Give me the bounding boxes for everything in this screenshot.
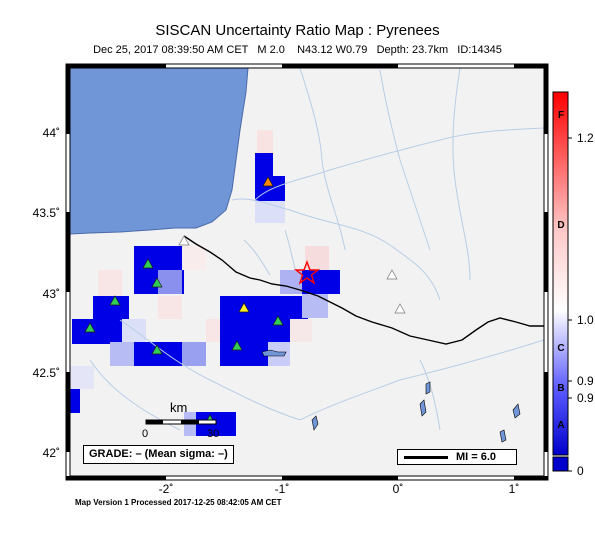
colorbar-value: 0.9 [577,374,594,388]
scale-bar [145,419,217,425]
map-footer: Map Version 1 Processed 2017-12-25 08:42… [75,498,282,507]
station-triangle-icon [231,340,243,351]
grade-letter: D [557,220,565,231]
scale-unit: km [170,400,188,415]
mi-scale-line [404,456,448,459]
grade-letter: B [557,383,565,394]
station-triangle-icon [238,302,250,313]
x-axis-label: -2˚ [158,482,174,496]
mi-text: MI = 6.0 [456,451,497,463]
station-triangle-icon [109,295,121,306]
y-axis-label: 43˚ [42,287,60,301]
grade-box: GRADE: – (Mean sigma: –) [83,445,234,464]
bay-of-biscay [70,68,249,235]
x-axis-label: 0˚ [392,482,404,496]
lakes [261,349,521,443]
map-frame [65,63,549,481]
station-triangle-icon [394,303,406,314]
station-triangle-icon [142,258,154,269]
grade-letter: C [557,343,565,354]
map-title: SISCAN Uncertainty Ratio Map : Pyrenees [155,22,440,39]
station-triangle-icon [386,269,398,280]
france-spain-border [183,235,544,345]
grade-letter: F [557,110,565,121]
station-triangle-icon [151,277,163,288]
scale-tick: 30 [207,428,220,440]
seismic-stations [84,176,406,425]
map-subtitle: Dec 25, 2017 08:39:50 AM CET M 2.0 N43.1… [93,44,502,56]
station-triangle-icon [272,315,284,326]
y-axis-label: 42.5˚ [32,366,60,380]
uncertainty-cells [70,130,340,436]
colorbar-value: 0 [577,464,584,478]
y-axis-label: 43.5˚ [32,206,60,220]
station-triangle-icon [151,344,163,355]
colorbar [552,91,572,472]
colorbar-value: 1.0 [577,313,594,327]
station-triangle-icon [84,322,96,333]
colorbar-value: 0.9 [577,391,594,405]
grade-letter: A [557,420,565,431]
epicenter-star [293,260,321,285]
colorbar-value: 1.2 [577,131,594,145]
station-triangle-icon [262,176,274,187]
station-triangle-icon [178,235,190,246]
y-axis-label: 42˚ [42,446,60,460]
scale-tick: 0 [142,428,149,440]
x-axis-label: 1˚ [508,482,520,496]
y-axis-label: 44˚ [42,126,60,140]
x-axis-label: -1˚ [274,482,290,496]
mi-box: MI = 6.0 [397,449,517,465]
